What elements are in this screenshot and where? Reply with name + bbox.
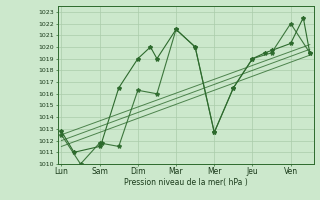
- X-axis label: Pression niveau de la mer( hPa ): Pression niveau de la mer( hPa ): [124, 178, 247, 187]
